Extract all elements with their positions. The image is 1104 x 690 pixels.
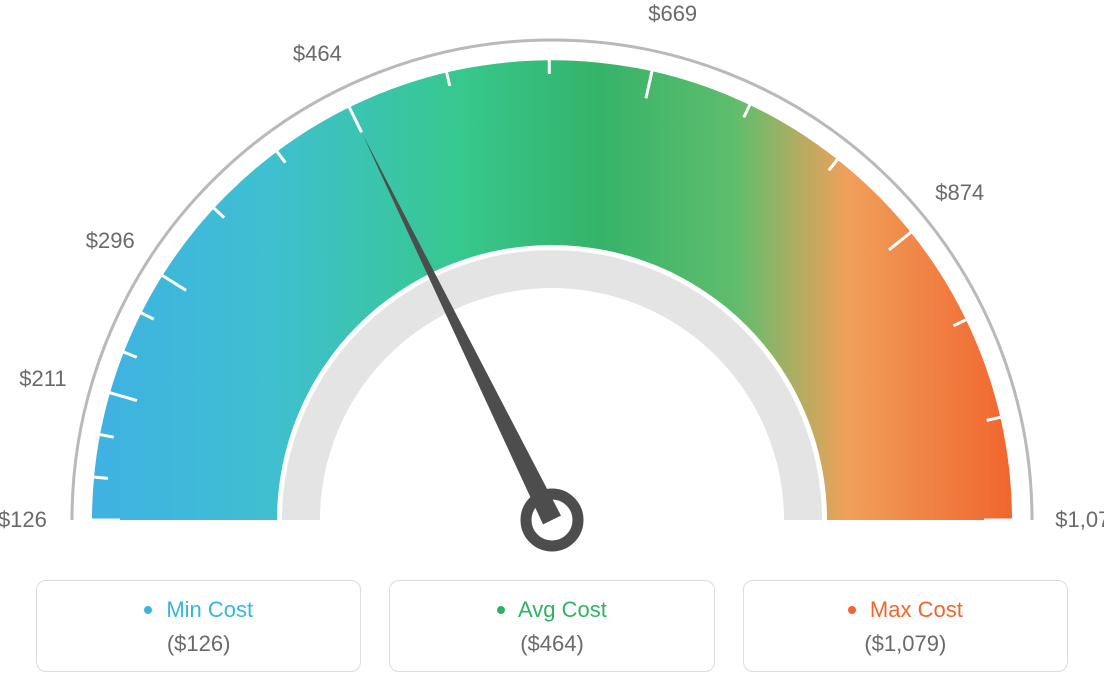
gauge-tick-label: $669 bbox=[648, 1, 697, 27]
gauge-tick-label: $296 bbox=[86, 228, 135, 254]
gauge-tick-label: $1,079 bbox=[1055, 507, 1104, 533]
gauge-area: $126 $211 $296 $464 $669 $874 $1,079 bbox=[0, 0, 1104, 560]
gauge-svg bbox=[0, 0, 1104, 560]
legend-dot-max bbox=[848, 606, 856, 614]
legend-card-min: Min Cost ($126) bbox=[36, 580, 361, 672]
legend-title-avg: Avg Cost bbox=[400, 597, 703, 623]
gauge-tick-label: $464 bbox=[293, 41, 342, 67]
legend-row: Min Cost ($126) Avg Cost ($464) Max Cost… bbox=[0, 580, 1104, 672]
cost-gauge-widget: $126 $211 $296 $464 $669 $874 $1,079 Min Cost … bbox=[0, 0, 1104, 690]
legend-card-avg: Avg Cost ($464) bbox=[389, 580, 714, 672]
legend-card-max: Max Cost ($1,079) bbox=[743, 580, 1068, 672]
legend-label-avg: Avg Cost bbox=[518, 597, 607, 622]
legend-title-max: Max Cost bbox=[754, 597, 1057, 623]
gauge-tick-label: $874 bbox=[935, 180, 984, 206]
legend-value-max: ($1,079) bbox=[754, 631, 1057, 657]
legend-value-avg: ($464) bbox=[400, 631, 703, 657]
legend-dot-min bbox=[144, 606, 152, 614]
legend-value-min: ($126) bbox=[47, 631, 350, 657]
legend-label-max: Max Cost bbox=[870, 597, 963, 622]
legend-label-min: Min Cost bbox=[166, 597, 253, 622]
gauge-tick-label: $211 bbox=[19, 366, 66, 392]
gauge-tick-label: $126 bbox=[0, 507, 47, 533]
legend-dot-avg bbox=[497, 606, 505, 614]
legend-title-min: Min Cost bbox=[47, 597, 350, 623]
